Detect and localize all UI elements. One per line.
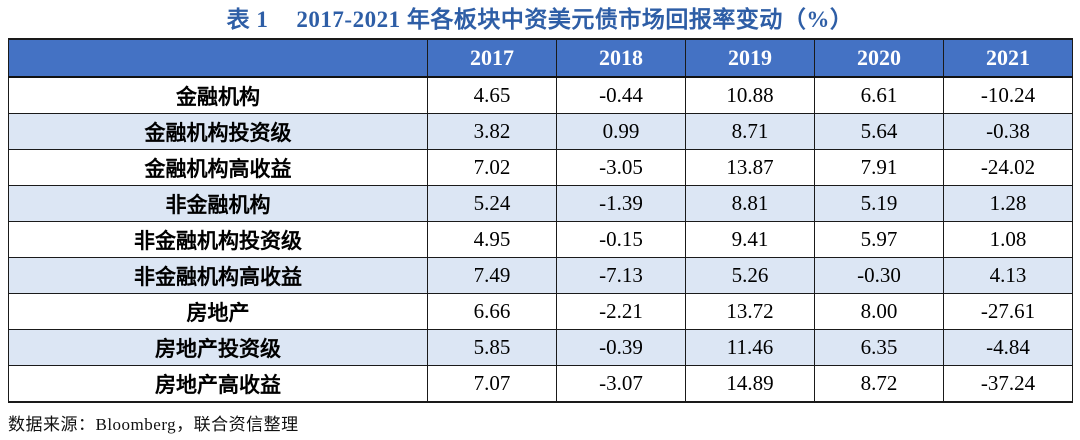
cell-value: 0.99 [556, 113, 686, 150]
cell-value: 10.88 [685, 76, 815, 114]
cell-value: 6.66 [427, 293, 557, 330]
corner-cell [8, 38, 428, 78]
table-row: 非金融机构高收益 7.49 -7.13 5.26 -0.30 4.13 [8, 257, 1073, 294]
table-title-text: 2017-2021 年各板块中资美元债市场回报率变动（%） [296, 7, 854, 32]
column-header-2020: 2020 [814, 38, 944, 78]
table-row: 房地产投资级 5.85 -0.39 11.46 6.35 -4.84 [8, 329, 1073, 366]
cell-value: 6.61 [814, 76, 944, 114]
cell-value: 7.49 [427, 257, 557, 294]
cell-value: 5.24 [427, 185, 557, 222]
row-label: 房地产高收益 [8, 365, 428, 403]
table-row: 房地产高收益 7.07 -3.07 14.89 8.72 -37.24 [8, 365, 1073, 403]
table-row: 非金融机构 5.24 -1.39 8.81 5.19 1.28 [8, 185, 1073, 222]
cell-value: -0.38 [943, 113, 1073, 150]
cell-value: 3.82 [427, 113, 557, 150]
table-row: 金融机构投资级 3.82 0.99 8.71 5.64 -0.38 [8, 113, 1073, 150]
cell-value: 5.64 [814, 113, 944, 150]
cell-value: -1.39 [556, 185, 686, 222]
row-label: 房地产投资级 [8, 329, 428, 366]
cell-value: 1.28 [943, 185, 1073, 222]
cell-value: -7.13 [556, 257, 686, 294]
table-row: 房地产 6.66 -2.21 13.72 8.00 -27.61 [8, 293, 1073, 330]
cell-value: 5.26 [685, 257, 815, 294]
returns-table: 2017 2018 2019 2020 2021 金融机构 4.65 -0.44… [8, 38, 1073, 403]
row-label: 非金融机构 [8, 185, 428, 222]
cell-value: 7.02 [427, 149, 557, 186]
cell-value: -4.84 [943, 329, 1073, 366]
cell-value: 8.71 [685, 113, 815, 150]
cell-value: -27.61 [943, 293, 1073, 330]
row-label: 房地产 [8, 293, 428, 330]
column-header-2021: 2021 [943, 38, 1073, 78]
column-header-2017: 2017 [427, 38, 557, 78]
row-label: 金融机构高收益 [8, 149, 428, 186]
cell-value: 13.72 [685, 293, 815, 330]
cell-value: -24.02 [943, 149, 1073, 186]
row-label: 金融机构 [8, 76, 428, 114]
cell-value: -3.07 [556, 365, 686, 403]
cell-value: 11.46 [685, 329, 815, 366]
cell-value: 14.89 [685, 365, 815, 403]
cell-value: 9.41 [685, 221, 815, 258]
header-row: 2017 2018 2019 2020 2021 [8, 38, 1073, 78]
cell-value: 4.13 [943, 257, 1073, 294]
cell-value: -37.24 [943, 365, 1073, 403]
cell-value: -0.44 [556, 76, 686, 114]
table-row: 金融机构高收益 7.02 -3.05 13.87 7.91 -24.02 [8, 149, 1073, 186]
row-label: 非金融机构高收益 [8, 257, 428, 294]
cell-value: 7.07 [427, 365, 557, 403]
cell-value: 5.19 [814, 185, 944, 222]
data-source-note: 数据来源：Bloomberg，联合资信整理 [8, 415, 299, 434]
cell-value: -0.15 [556, 221, 686, 258]
cell-value: 4.95 [427, 221, 557, 258]
cell-value: -3.05 [556, 149, 686, 186]
cell-value: -0.39 [556, 329, 686, 366]
cell-value: 7.91 [814, 149, 944, 186]
cell-value: 5.85 [427, 329, 557, 366]
cell-value: 6.35 [814, 329, 944, 366]
cell-value: 13.87 [685, 149, 815, 186]
table-row: 金融机构 4.65 -0.44 10.88 6.61 -10.24 [8, 76, 1073, 114]
row-label: 非金融机构投资级 [8, 221, 428, 258]
cell-value: -10.24 [943, 76, 1073, 114]
column-header-2019: 2019 [685, 38, 815, 78]
cell-value: -0.30 [814, 257, 944, 294]
table-row: 非金融机构投资级 4.95 -0.15 9.41 5.97 1.08 [8, 221, 1073, 258]
column-header-2018: 2018 [556, 38, 686, 78]
cell-value: 8.00 [814, 293, 944, 330]
cell-value: -2.21 [556, 293, 686, 330]
row-label: 金融机构投资级 [8, 113, 428, 150]
cell-value: 8.72 [814, 365, 944, 403]
table-title: 表 1 2017-2021 年各板块中资美元债市场回报率变动（%） [0, 5, 1080, 35]
cell-value: 4.65 [427, 76, 557, 114]
cell-value: 8.81 [685, 185, 815, 222]
cell-value: 1.08 [943, 221, 1073, 258]
cell-value: 5.97 [814, 221, 944, 258]
table-title-prefix: 表 1 [226, 7, 269, 32]
